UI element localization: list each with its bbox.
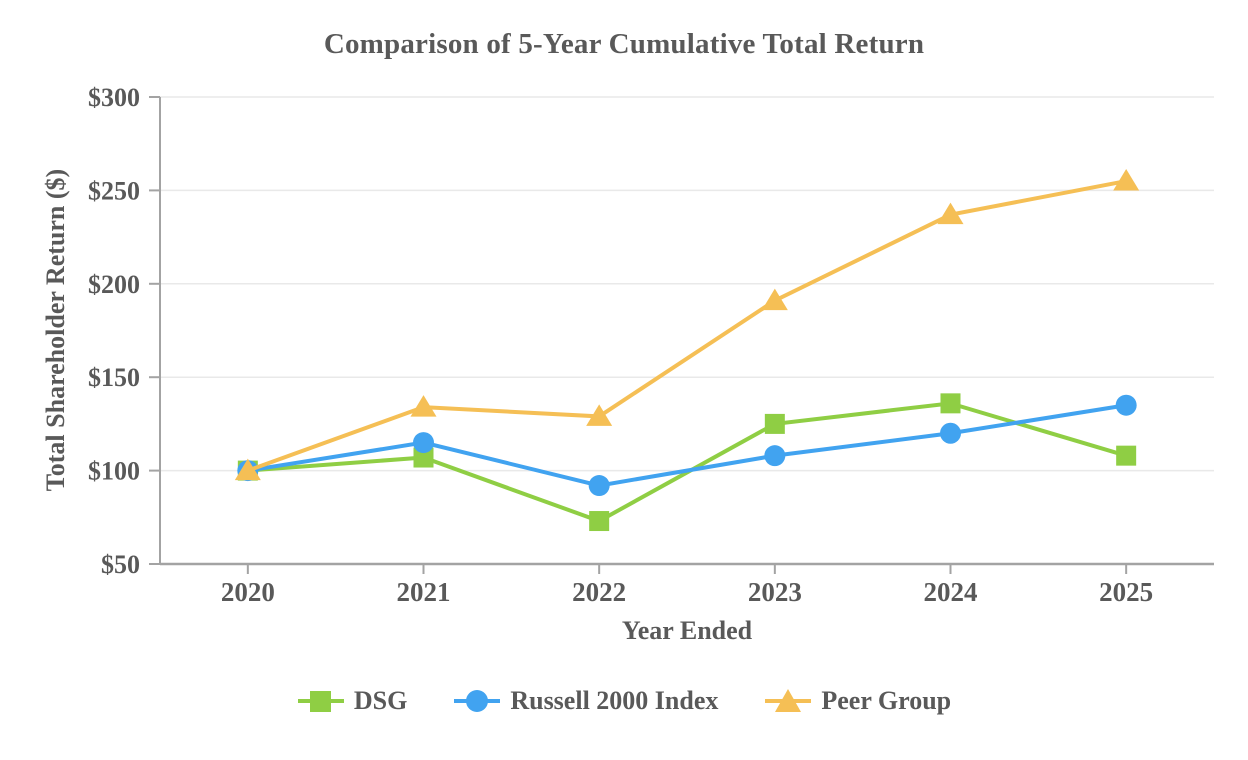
x-tick-label: 2024: [924, 577, 978, 607]
peer-group-marker-2023: [761, 288, 788, 311]
x-tick-label: 2023: [748, 577, 802, 607]
x-tick-label: 2020: [221, 577, 275, 607]
series-dsg: [237, 393, 1137, 532]
y-tick-label: $300: [88, 83, 140, 112]
peer-group-marker-2021: [410, 395, 437, 417]
chart-legend: DSG Russell 2000 Index Peer Group: [0, 686, 1248, 716]
dsg-marker-2023: [764, 413, 785, 434]
x-axis-title: Year Ended: [621, 616, 753, 645]
dsg-marker-2024: [940, 393, 961, 414]
axes: $50 $100 $150 $200 $250 $300 2020 2021 2022 2023 2…: [88, 83, 1214, 607]
series-peer-group: [234, 169, 1140, 481]
y-tick-label: $100: [88, 457, 140, 486]
y-tick-label: $50: [101, 550, 140, 579]
series-russell-2000-index: [237, 394, 1137, 497]
circle-marker-icon: [454, 690, 501, 712]
dsg-marker-2022: [589, 511, 610, 532]
square-marker-icon: [297, 691, 344, 712]
x-tick-label: 2021: [397, 577, 451, 607]
y-tick-label: $150: [88, 363, 140, 392]
russell-2000-index-marker-2025: [1115, 394, 1137, 416]
series-line-peer-group: [245, 179, 1129, 473]
series-line-russell-2000-index: [245, 403, 1129, 488]
peer-group-marker-2022: [586, 404, 613, 426]
russell-2000-index-marker-2023: [764, 445, 786, 467]
triangle-marker-icon: [765, 689, 812, 712]
peer-group-marker-2024: [937, 202, 964, 225]
peer-group-marker-2020: [234, 458, 261, 481]
russell-2000-index-marker-2021: [413, 432, 434, 454]
peer-group-marker-2025: [1113, 169, 1140, 191]
gridlines: [160, 96, 1214, 472]
y-tick-label: $250: [88, 176, 140, 205]
x-tick-label: 2025: [1099, 577, 1153, 607]
russell-2000-index-marker-2024: [940, 422, 961, 444]
dsg-marker-2025: [1116, 445, 1137, 466]
legend-item-russell-2000-index[interactable]: Russell 2000 Index: [453, 686, 718, 716]
legend-label: Peer Group: [821, 686, 952, 715]
legend-item-peer-group[interactable]: Peer Group: [764, 686, 951, 716]
legend-label: Russell 2000 Index: [510, 686, 719, 715]
russell-2000-index-marker-2022: [588, 475, 610, 497]
dsg-marker-2021: [413, 447, 434, 468]
y-tick-label: $200: [88, 270, 140, 299]
legend-label: DSG: [353, 686, 408, 715]
legend-item-dsg[interactable]: DSG: [297, 686, 407, 716]
x-tick-label: 2022: [572, 577, 626, 607]
chart-title: Comparison of 5-Year Cumulative Total Re…: [323, 28, 925, 60]
